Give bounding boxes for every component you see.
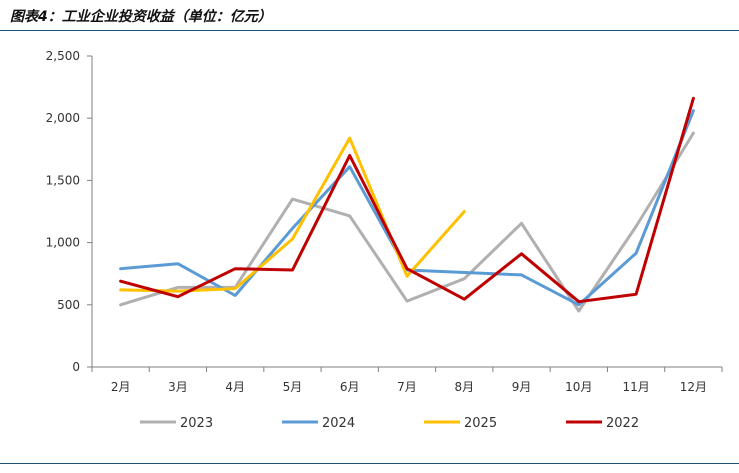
- title-bar: 图表4：工业企业投资收益（单位：亿元）: [0, 0, 739, 31]
- legend-label-2025: 2025: [464, 416, 497, 431]
- series-line-2022: [119, 96, 695, 304]
- axes: 0 500 1,000 1,500 2,000 2,500 2月 3月 4月 5月 6月 7月 8月 9月…: [46, 49, 723, 394]
- y-tick-label: 0: [72, 360, 80, 374]
- x-tick-label: 3月: [168, 380, 188, 394]
- x-tick-label: 6月: [340, 380, 360, 394]
- series-lines: [119, 96, 695, 313]
- y-tick-label: 2,000: [46, 111, 80, 125]
- legend-label-2022: 2022: [606, 416, 639, 431]
- x-tick-label: 5月: [283, 380, 303, 394]
- x-tick-label: 11月: [622, 380, 649, 394]
- x-tick-label: 4月: [225, 380, 245, 394]
- y-tick-label: 500: [57, 298, 80, 312]
- y-tick-label: 1,000: [46, 236, 80, 250]
- line-chart: 0 500 1,000 1,500 2,000 2,500 2月 3月 4月 5月 6月 7月 8月 9月…: [46, 49, 723, 431]
- x-tick-label: 7月: [397, 380, 417, 394]
- y-tick-label: 2,500: [46, 49, 80, 63]
- series-line-2023: [119, 131, 695, 313]
- y-tick-label: 1,500: [46, 173, 80, 187]
- x-tick-label: 9月: [512, 380, 532, 394]
- x-tick-label: 2月: [111, 380, 131, 394]
- x-tick-label: 8月: [454, 380, 474, 394]
- x-tick-label: 10月: [565, 380, 592, 394]
- x-tick-label: 12月: [680, 380, 707, 394]
- series-line-2025: [119, 136, 466, 293]
- bottom-rule: [0, 463, 739, 464]
- legend-label-2023: 2023: [180, 416, 213, 431]
- legend: 2023 2024 2025 2022: [140, 416, 639, 431]
- legend-label-2024: 2024: [322, 416, 355, 431]
- chart-title: 图表4：工业企业投资收益（单位：亿元）: [10, 9, 272, 25]
